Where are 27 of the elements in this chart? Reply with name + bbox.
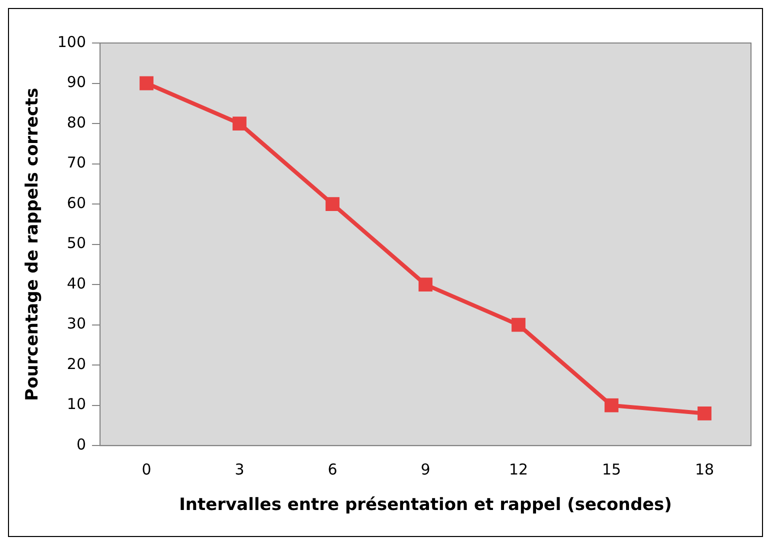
point: [698, 406, 712, 420]
x-tick-label: 0: [142, 460, 152, 478]
x-tick-label: 15: [602, 460, 622, 478]
y-tick-label: 70: [66, 154, 86, 172]
x-axis-title: Intervalles entre présentation et rappel (secondes): [179, 495, 672, 516]
y-tick-label: 80: [66, 113, 86, 132]
y-axis-title: Pourcentage de rappels corrects: [22, 88, 43, 401]
y-tick-label: 100: [57, 32, 86, 51]
x-tick-label: 12: [508, 460, 528, 478]
point: [232, 116, 246, 130]
x-tick-label: 3: [234, 460, 244, 478]
y-tick-label: 40: [66, 274, 86, 292]
x-tick-label: 6: [328, 460, 338, 478]
y-tick-label: 90: [66, 73, 86, 92]
y-tick-label: 10: [66, 395, 86, 414]
point: [418, 278, 432, 292]
y-tick-label: 20: [66, 354, 86, 373]
point: [604, 398, 618, 412]
y-tick-label: 30: [66, 314, 86, 333]
x-tick-label: 9: [420, 460, 430, 478]
y-tick-label: 0: [76, 435, 86, 454]
y-tick-label: 50: [66, 234, 86, 252]
point: [140, 76, 154, 90]
point: [512, 318, 526, 332]
y-tick-label: 60: [66, 194, 86, 212]
x-tick-label: 18: [694, 460, 714, 478]
point: [326, 197, 340, 211]
